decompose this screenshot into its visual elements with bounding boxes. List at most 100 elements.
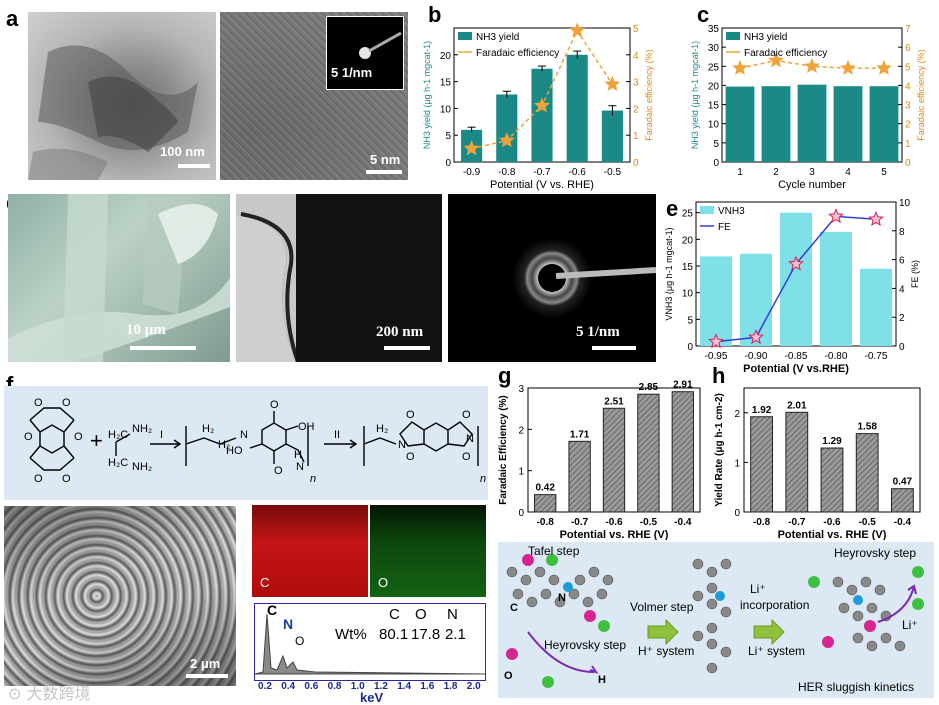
y-tick-label: 1: [734, 458, 740, 469]
y2-tick-label: 2: [905, 120, 911, 131]
y-tick-label: 0: [713, 158, 719, 169]
y2-tick-label: 4: [899, 284, 905, 295]
eds-tick-label: 0.2: [258, 681, 272, 692]
x-tick-label: -0.5: [604, 167, 622, 178]
scale-bar-d3: [592, 346, 636, 350]
bar: [890, 488, 914, 513]
x-tick-label: -0.4: [674, 517, 692, 528]
bar: [860, 268, 892, 346]
repeat-n-2: n: [480, 473, 486, 485]
eds-x-ticks: 0.2 0.4 0.6 0.8 1.0 1.2 1.4 1.6 1.8 2.0: [254, 681, 486, 695]
scale-label-f: 2 μm: [190, 656, 221, 671]
y-tick-label: 2: [734, 409, 740, 420]
eds-map-o: O: [370, 505, 486, 597]
chart-g: 0.42 1.71 2.51 2.85 2.91 0 1 2 3 -0.8 -0.7 -0.6 -0.5…: [498, 380, 701, 540]
y-tick-label: 5: [445, 131, 451, 142]
y2-tick-label: 2: [899, 313, 905, 324]
bar-value-label: 2.01: [787, 400, 807, 411]
x-tick-label: -0.8: [498, 167, 516, 178]
o-label: O: [406, 409, 415, 421]
eds-tick-label: 0.8: [327, 681, 342, 692]
h-label: H: [294, 449, 302, 461]
o-label: O: [462, 409, 471, 421]
x-tick-label: -0.75: [865, 351, 888, 362]
y-tick-label: 0: [734, 508, 740, 519]
bar: [869, 86, 899, 162]
legend-swatch: [458, 32, 472, 40]
x-tick-label: -0.8: [537, 517, 555, 528]
o-label: O: [62, 473, 71, 485]
series-marker: [569, 22, 586, 38]
bar: [780, 212, 812, 346]
volmer-step-label: Volmer step: [630, 600, 694, 614]
series-marker: [804, 57, 820, 74]
eds-tick-label: 1.4: [397, 681, 412, 692]
bar: [534, 494, 557, 513]
eds-tick-label: 1.2: [374, 681, 388, 692]
tafel-step-label: Tafel step: [528, 544, 580, 558]
y-tick-label: 2: [518, 425, 524, 436]
bar: [820, 447, 844, 513]
chart-c: 0 5 10 15 20 25 30 35 0 1 2 3 4 5 6 7 1 2 3 4 5 Cycle number N…: [690, 24, 926, 191]
x-axis-label: Potential vs. RHE (V): [778, 529, 887, 540]
series-marker: [708, 333, 724, 349]
y-tick-label: 3: [518, 384, 524, 395]
x-tick-label: 4: [845, 167, 851, 178]
chart-b: 0 5 10 15 20 0 1 2 3 4 5 -0.9 -0.8 -0.7 -0.6 -0.5 Potent…: [422, 22, 654, 191]
plus-sign: +: [90, 428, 103, 453]
step-label-2: II: [334, 429, 340, 441]
y2-tick-label: 10: [899, 198, 911, 209]
scale-bar-d1: [130, 346, 196, 350]
y2-axis-label: Faradaic efficiency (%): [644, 49, 654, 140]
series-marker: [732, 59, 748, 75]
y-tick-label: 5: [687, 315, 693, 326]
o-label: O: [24, 431, 33, 443]
li-incorporation-label-2: incorporation: [740, 598, 810, 612]
atom-o-label: O: [504, 670, 513, 682]
y2-tick-label: 3: [633, 78, 639, 89]
y2-tick-label: 0: [633, 158, 639, 169]
n-label: N: [296, 461, 304, 473]
bar: [531, 68, 553, 162]
her-mechanism-graphic: [506, 554, 924, 688]
y2-tick-label: 7: [905, 24, 911, 35]
reaction-structures: O O O O O O + H₂C H₂C NH₂ NH₂ H₂ H₂ N O …: [24, 397, 486, 485]
y2-tick-label: 2: [633, 104, 639, 115]
tem-image-a1: 100 nm: [28, 12, 216, 180]
legend-swatch: [726, 32, 740, 40]
eds-xlabel: keV: [360, 690, 384, 705]
bar: [761, 86, 791, 162]
eds-tick-label: 0.4: [281, 681, 296, 692]
bar: [797, 84, 827, 162]
oh-label: OH: [298, 421, 315, 433]
bar: [601, 110, 623, 162]
chart-e: 0 5 10 15 20 25 0 2 4 6 8 10 -0.95 -0.90 -0.85 -0.80 -0.…: [664, 198, 920, 375]
y2-tick-label: 3: [905, 101, 911, 112]
tem-image-d2: 200 nm: [236, 194, 442, 362]
eds-wt-label: Wt%: [335, 626, 367, 643]
x-tick-label: -0.8: [753, 517, 771, 528]
x-tick-label: -0.7: [571, 517, 589, 528]
y-axis-label: VNH3 (μg h-1 mgcat-1): [664, 227, 674, 320]
series-marker: [840, 59, 856, 75]
bar: [496, 94, 518, 162]
eds-val-o: 17.8: [411, 626, 441, 643]
x-tick-label: 5: [881, 167, 887, 178]
x-tick-label: -0.85: [785, 351, 808, 362]
n-label: N: [398, 439, 406, 451]
legend-label: FE: [718, 222, 731, 233]
eds-map-o-label: O: [378, 575, 389, 590]
atom-h-label: H: [598, 674, 606, 686]
scale-label-d1: 10 μm: [126, 322, 166, 338]
eds-peak-c: C: [267, 602, 278, 618]
li-system-label: Li⁺ system: [748, 644, 806, 658]
bar-value-label: 1.71: [570, 429, 590, 440]
eds-peak-o: O: [295, 634, 305, 648]
ho-label: HO: [226, 445, 243, 457]
h2-label: H₂C: [108, 429, 128, 441]
legend-swatch: [700, 206, 714, 214]
nh2-label: NH₂: [132, 461, 152, 473]
y2-tick-label: 0: [905, 158, 911, 169]
bar-value-label: 1.58: [857, 422, 877, 433]
bar-value-label: 0.42: [535, 483, 555, 494]
